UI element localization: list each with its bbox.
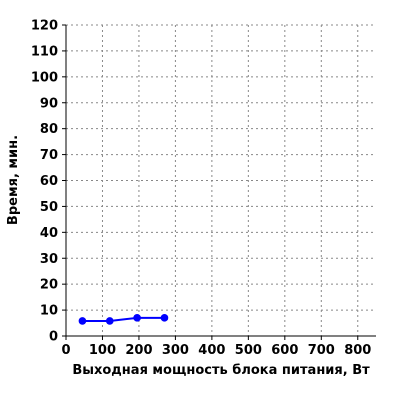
data-point [160,314,169,322]
x-tick-label: 800 [344,343,371,358]
series-line [82,316,165,322]
y-tick-label: 10 [40,304,58,319]
x-tick-label: 500 [235,343,262,358]
y-tick-label: 60 [40,174,58,189]
x-tick-label: 700 [308,343,335,358]
y-tick-label: 80 [40,122,58,137]
axes [62,24,376,340]
y-tick-label: 50 [40,200,58,215]
data-point [133,314,141,322]
x-tick-label: 300 [162,343,189,358]
x-tick-label: 200 [125,343,152,358]
grid [66,24,376,336]
y-axis-title: Время, мин. [6,135,21,225]
y-tick-label: 0 [49,330,58,345]
y-tick-label: 100 [31,70,58,85]
y-tick-label: 90 [40,96,58,111]
y-tick-label: 40 [40,226,58,241]
y-tick-label: 120 [31,19,58,34]
y-tick-label: 20 [40,278,58,293]
x-tick-label: 0 [61,343,70,358]
x-tick-label: 100 [89,343,116,358]
y-tick-label: 70 [40,148,58,163]
y-tick-label: 110 [31,44,58,59]
data-point [105,317,114,325]
x-tick-label: 400 [198,343,225,358]
series [78,314,169,325]
data-point [78,317,87,325]
y-tick-label: 30 [40,252,58,267]
x-axis-title: Выходная мощность блока питания, Вт [72,363,370,378]
x-tick-label: 600 [271,343,298,358]
tick-labels: 0 10 20 30 40 50 60 70 80 90 100 110 120 0 100 200 300 40… [31,19,371,359]
